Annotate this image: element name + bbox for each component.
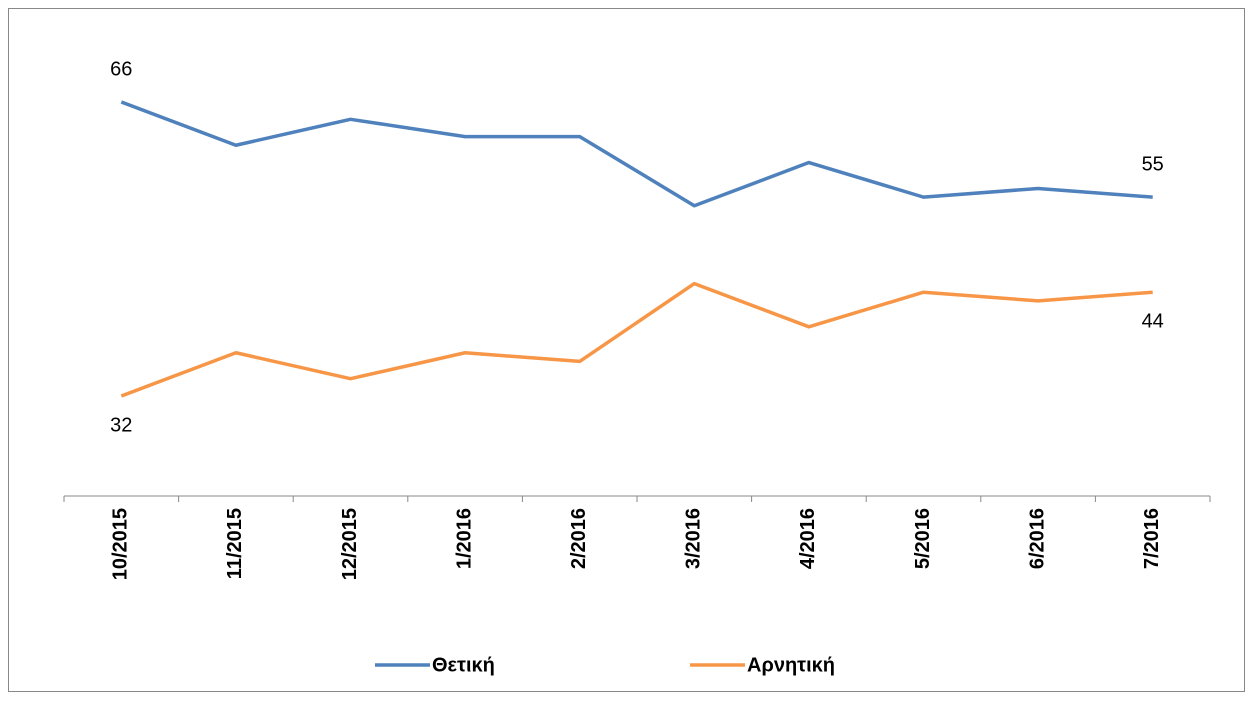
data-label: 55 (1142, 153, 1164, 175)
chart-border (8, 8, 1245, 692)
x-tick-label: 6/2016 (1026, 508, 1048, 569)
data-label: 66 (110, 58, 132, 80)
legend-label: Θετική (432, 654, 495, 676)
x-tick-label: 7/2016 (1141, 508, 1163, 569)
data-label: 32 (110, 414, 132, 436)
x-tick-label: 11/2015 (224, 508, 246, 579)
x-tick-label: 1/2016 (453, 508, 475, 569)
data-label: 44 (1142, 311, 1164, 333)
x-tick-label: 12/2015 (339, 508, 361, 580)
series-line (120, 281, 1153, 398)
x-tick-label: 4/2016 (797, 508, 819, 569)
x-tick-label: 10/2015 (110, 508, 132, 580)
legend-label: Αρνητική (747, 654, 835, 676)
x-tick-label: 5/2016 (912, 508, 934, 569)
x-tick-label: 3/2016 (683, 508, 705, 569)
x-tick-label: 2/2016 (568, 508, 590, 569)
series-line (120, 100, 1153, 208)
